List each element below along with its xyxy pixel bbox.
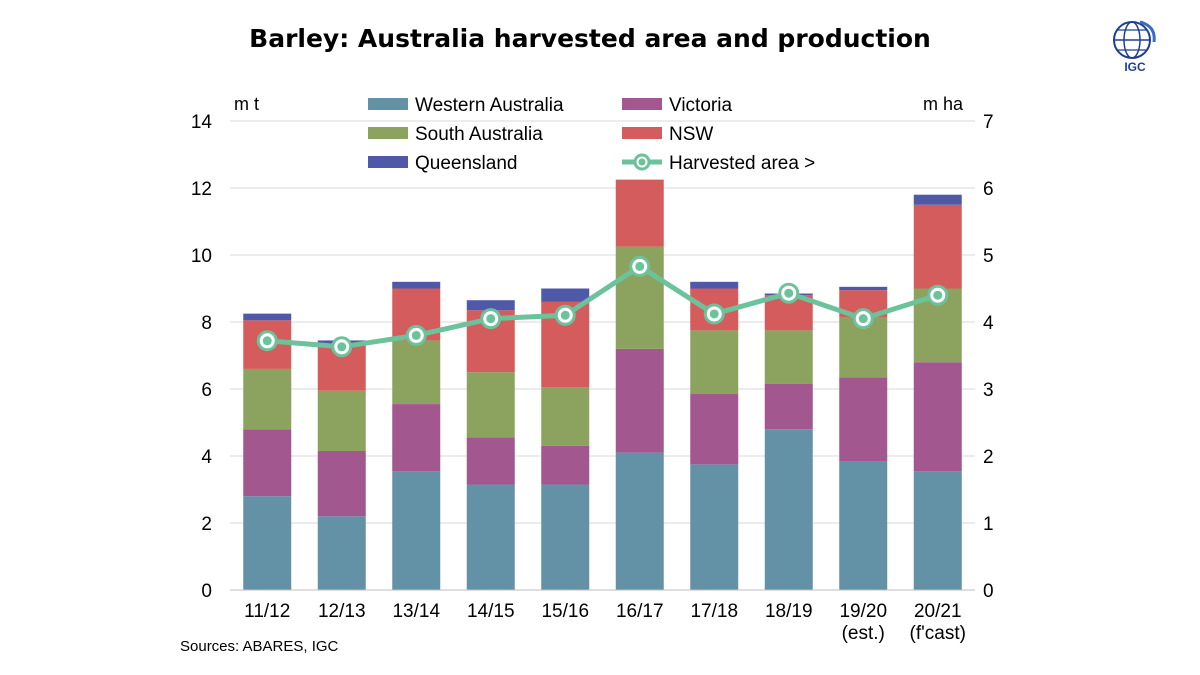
bar-segment — [913, 194, 962, 205]
bar-segment — [243, 496, 292, 590]
y-tick-label-right: 6 — [983, 179, 994, 200]
chart-title: Barley: Australia harvested area and pro… — [249, 24, 931, 53]
bar-segment — [913, 362, 962, 472]
bar-segment — [317, 516, 366, 590]
harvested-area-marker-dot — [709, 309, 719, 319]
legend-label: Western Australia — [415, 95, 564, 116]
legend-label: NSW — [669, 124, 713, 145]
bar-segment — [839, 286, 888, 291]
y-tick-label-right: 5 — [983, 246, 994, 267]
y-tick-label-right: 4 — [983, 313, 994, 334]
y-tick-label-right: 7 — [983, 112, 994, 133]
igc-logo — [1110, 16, 1162, 76]
x-tick-label: (f'cast) — [910, 623, 966, 644]
bar-segment — [913, 204, 962, 289]
legend-label: South Australia — [415, 124, 543, 145]
y-tick-label-right: 3 — [983, 380, 994, 401]
legend-swatch — [622, 127, 662, 139]
legend-label: Queensland — [415, 153, 517, 174]
bar-segment — [392, 281, 441, 289]
source-note: Sources: ABARES, IGC — [180, 638, 339, 655]
harvested-area-marker-dot — [560, 310, 570, 320]
legend: Western Australia Victoria South Australia… — [368, 95, 815, 174]
bar-segment — [243, 429, 292, 497]
y-tick-label-left: 4 — [201, 447, 212, 468]
bar-segment — [392, 404, 441, 472]
bar-series — [243, 179, 962, 590]
harvested-area-marker-dot — [784, 288, 794, 298]
x-tick-label: 14/15 — [467, 601, 515, 622]
globe-icon — [1113, 20, 1156, 59]
y-tick-label-left: 10 — [191, 246, 212, 267]
bar-segment — [541, 484, 590, 590]
x-tick-label: 20/21 — [914, 601, 962, 622]
bar-segment — [615, 179, 664, 247]
harvested-area-marker-dot — [486, 314, 496, 324]
harvested-area-marker-dot — [337, 342, 347, 352]
y-tick-label-right: 0 — [983, 581, 994, 602]
bar-segment — [466, 372, 515, 438]
y-tick-label-left: 12 — [191, 179, 212, 200]
x-tick-label: 19/20 — [839, 601, 887, 622]
harvested-area-marker-dot — [635, 261, 645, 271]
bar-segment — [466, 437, 515, 485]
bar-segment — [541, 387, 590, 446]
x-tick-label: 11/12 — [244, 601, 290, 622]
x-tick-label: 13/14 — [392, 601, 440, 622]
harvested-area-marker-dot — [411, 330, 421, 340]
harvested-area-line — [256, 255, 949, 358]
harvested-area-marker-dot — [933, 290, 943, 300]
legend-swatch — [368, 98, 408, 110]
y-tick-label-left: 8 — [201, 313, 212, 334]
legend-label: Victoria — [669, 95, 732, 116]
bar-segment — [764, 429, 813, 590]
x-tick-label: 16/17 — [616, 601, 664, 622]
y-tick-label-right: 2 — [983, 447, 994, 468]
x-tick-label: 15/16 — [541, 601, 589, 622]
bar-segment — [243, 313, 292, 321]
bar-segment — [764, 330, 813, 384]
bar-segment — [541, 288, 590, 302]
bar-segment — [466, 300, 515, 311]
bar-segment — [839, 377, 888, 462]
bar-segment — [466, 484, 515, 590]
harvested-area-polyline — [267, 263, 939, 350]
y-axis-label-left: m t — [234, 94, 259, 114]
bar-segment — [392, 471, 441, 590]
bar-segment — [690, 394, 739, 465]
harvested-area-marker-dot — [858, 314, 868, 324]
bar-segment — [317, 450, 366, 517]
bar-segment — [317, 390, 366, 451]
bar-segment — [913, 471, 962, 590]
logo-text: IGC — [1124, 60, 1146, 74]
bar-segment — [243, 368, 292, 430]
bar-segment — [690, 464, 739, 590]
legend-label: Harvested area > — [669, 153, 815, 174]
x-tick-label: 12/13 — [318, 601, 366, 622]
y-axis-label-right: m ha — [923, 94, 964, 114]
x-tick-label: 18/19 — [765, 601, 813, 622]
bar-segment — [392, 340, 441, 405]
bar-segment — [690, 330, 739, 395]
x-tick-label: (est.) — [842, 623, 885, 644]
bar-segment — [541, 445, 590, 485]
legend-swatch — [368, 156, 408, 168]
bar-segment — [615, 452, 664, 590]
legend-swatch — [622, 98, 662, 110]
x-tick-label: 17/18 — [690, 601, 738, 622]
harvested-area-marker-dot — [262, 336, 272, 346]
bar-segment — [690, 281, 739, 289]
legend-swatch — [368, 127, 408, 139]
bar-segment — [764, 383, 813, 430]
y-tick-label-left: 6 — [201, 380, 212, 401]
bar-segment — [839, 461, 888, 590]
y-tick-label-left: 2 — [201, 514, 212, 535]
y-tick-label-right: 1 — [983, 514, 994, 535]
y-tick-label-left: 14 — [191, 112, 213, 133]
bar-segment — [615, 348, 664, 453]
legend-marker-dot — [638, 158, 646, 166]
y-tick-label-left: 0 — [201, 581, 212, 602]
